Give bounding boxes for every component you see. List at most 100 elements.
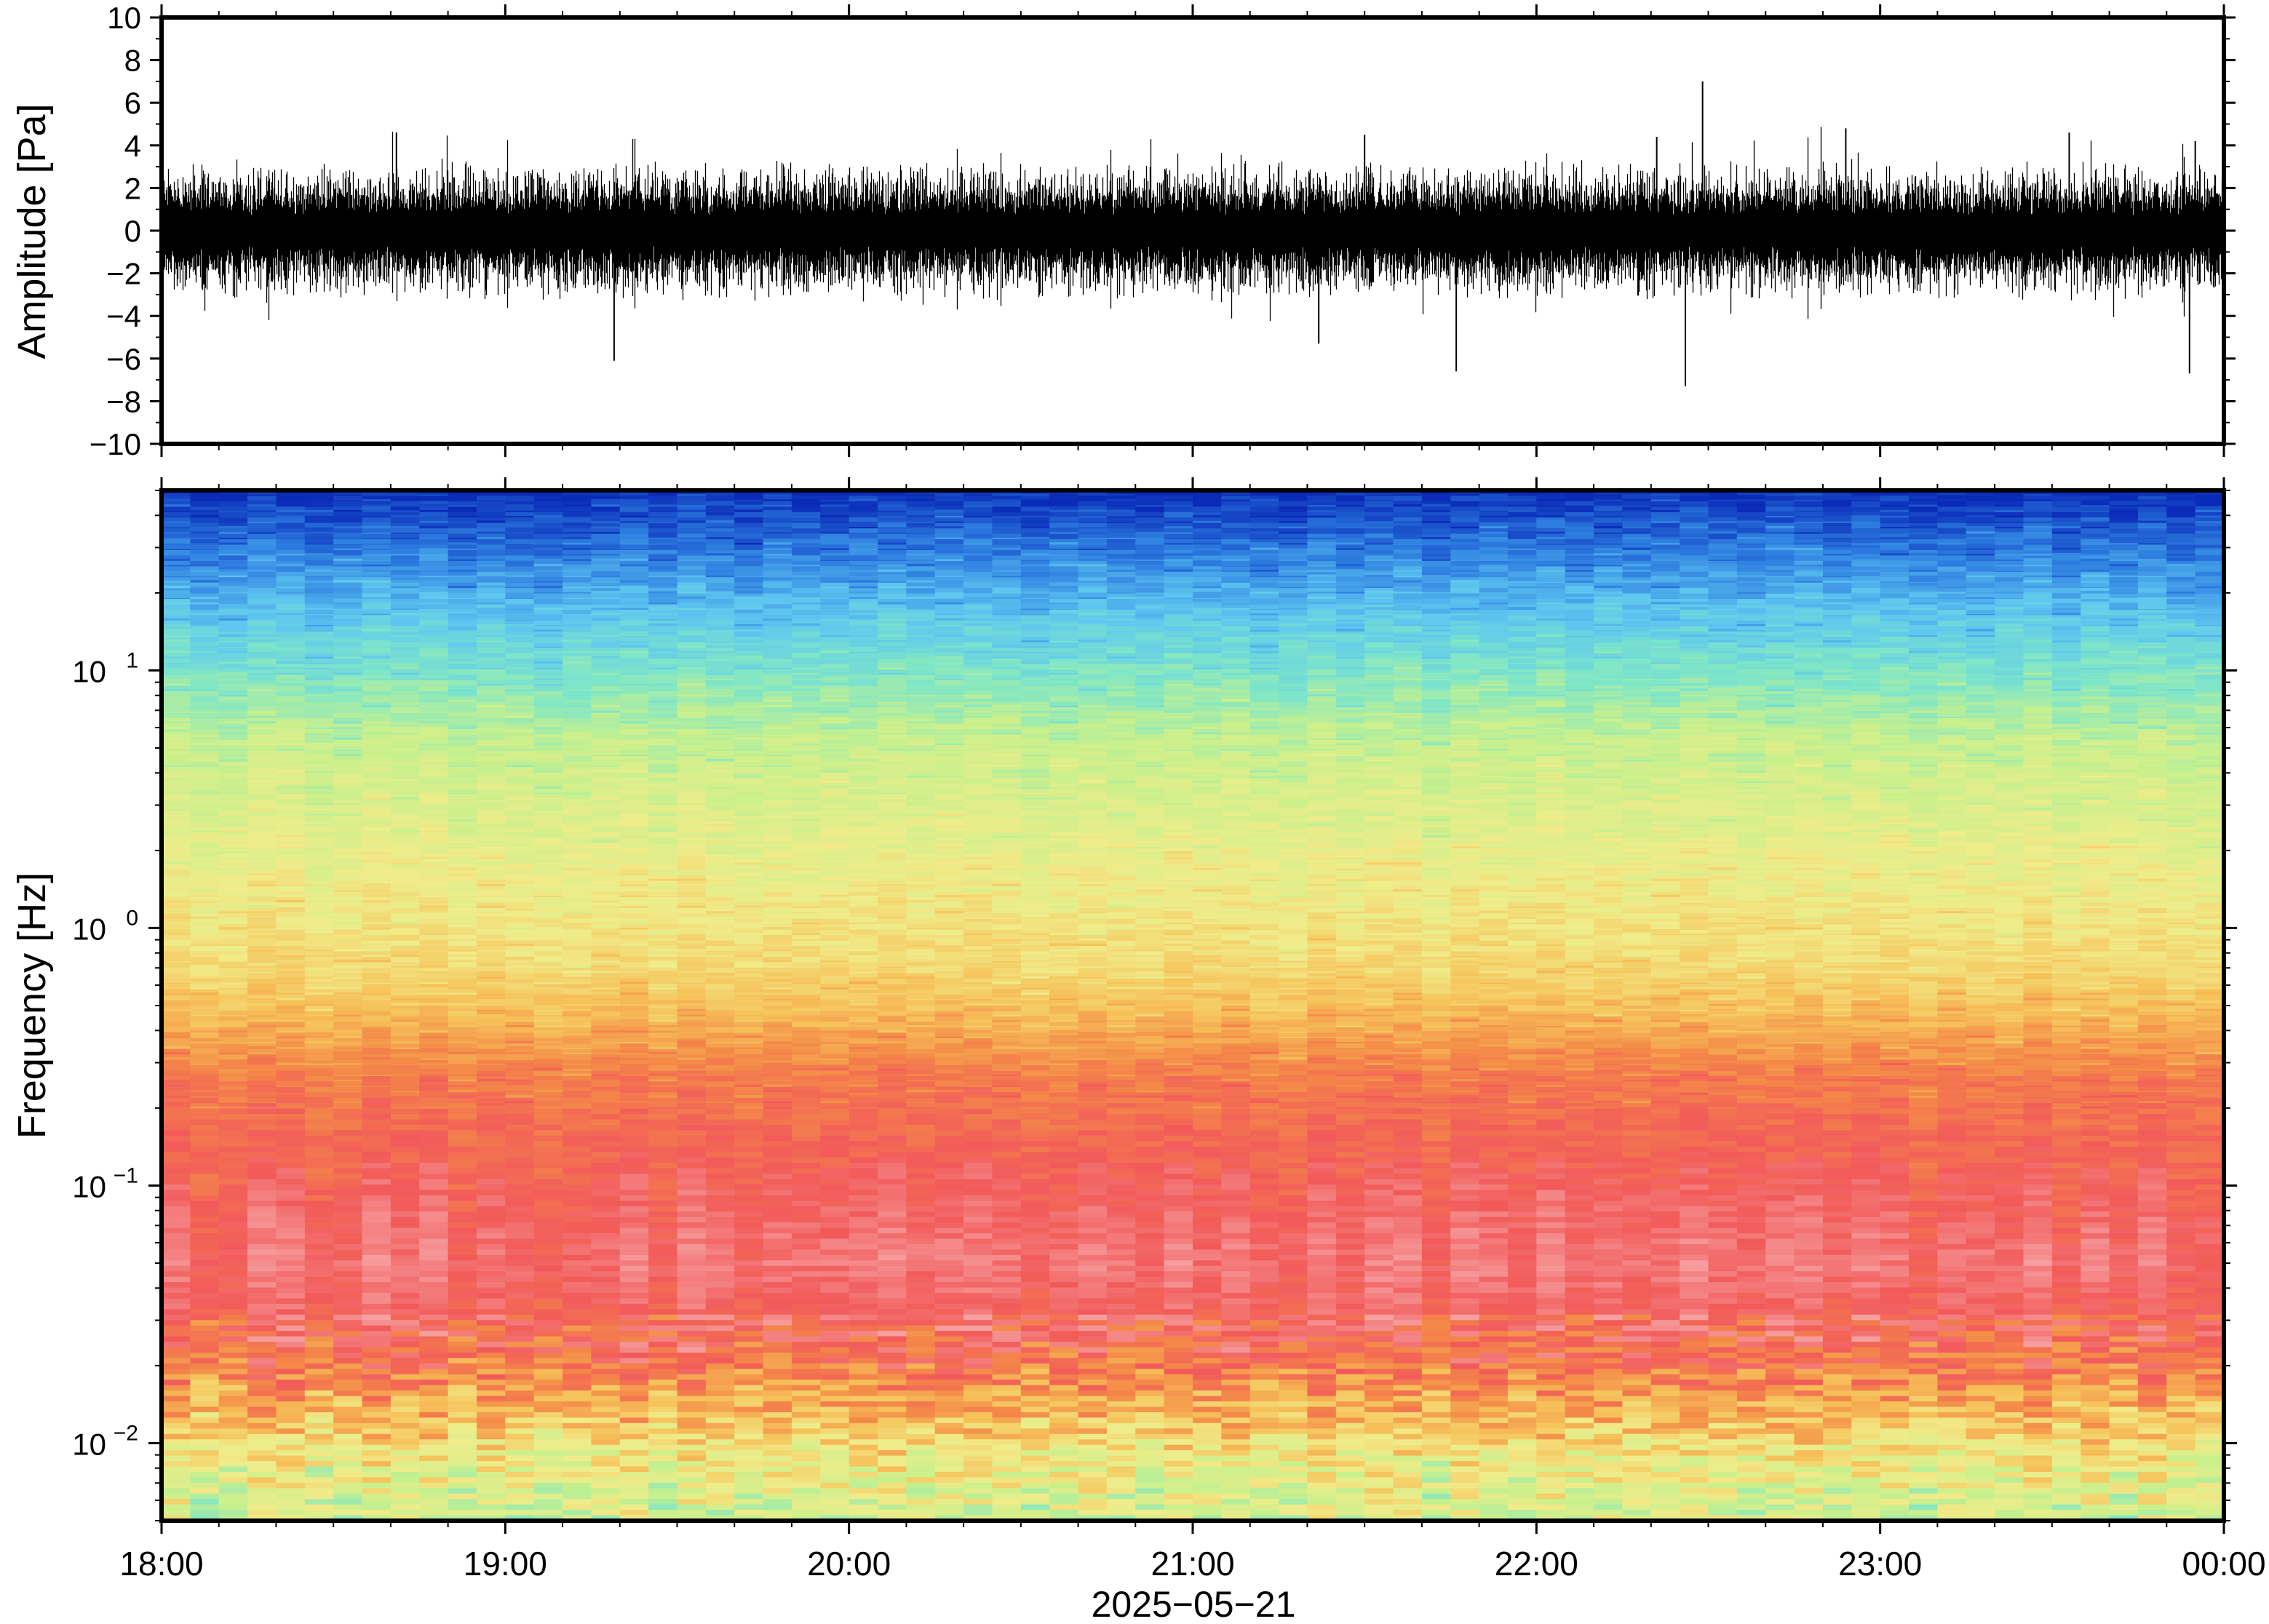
spectrogram-cell [305, 941, 334, 946]
spectrogram-cell [362, 572, 392, 576]
spectrogram-cell [305, 1472, 334, 1478]
spectrogram-cell [448, 550, 477, 556]
spectrogram-cell [391, 853, 420, 859]
spectrogram-cell [591, 572, 620, 576]
spectrogram-cell [219, 707, 248, 712]
spectrogram-cell [247, 1494, 277, 1500]
spectrogram-cell [190, 1120, 219, 1126]
spectrogram-cell [305, 913, 334, 918]
spectrogram-cell [247, 930, 277, 934]
spectrogram-cell [448, 1423, 477, 1429]
spectrogram-cell [190, 1065, 219, 1070]
spectrogram-cell [563, 566, 592, 570]
spectrogram-cell [534, 653, 563, 657]
spectrogram-cell [505, 702, 534, 707]
spectrogram-cell [247, 1472, 277, 1478]
spectrogram-cell [563, 1163, 592, 1169]
spectrogram-cell [563, 957, 592, 963]
spectrogram-cell [419, 1417, 448, 1423]
spectrogram-cell [591, 740, 620, 746]
spectrogram-cell [333, 1298, 362, 1304]
spectrogram-cell [305, 1423, 334, 1429]
spectrogram-cell [477, 669, 506, 674]
spectrogram-cell [276, 517, 305, 522]
spectrogram-cell [591, 1147, 620, 1153]
spectrogram-cell [247, 745, 277, 751]
spectrogram-cell [219, 990, 248, 995]
spectrogram-cell [448, 718, 477, 724]
spectrogram-cell [162, 789, 191, 794]
spectrogram-cell [477, 1201, 506, 1206]
spectrogram-cell [333, 1147, 362, 1153]
spectrogram-cell [219, 919, 248, 925]
spectrogram-cell [505, 783, 534, 787]
spectrogram-cell [276, 751, 305, 756]
spectrogram-cell [391, 1439, 420, 1445]
spectrogram-cell [190, 908, 219, 912]
spectrogram-cell [505, 1169, 534, 1174]
spectrogram-cell [591, 1222, 620, 1228]
spectrogram-cell [219, 1423, 248, 1429]
spectrogram-cell [333, 1293, 362, 1299]
spectrogram-cell [419, 1158, 448, 1163]
spectrogram-cell [190, 1466, 219, 1472]
spectrogram-cell [276, 1320, 305, 1326]
spectrogram-cell [591, 805, 620, 810]
spectrogram-cell [419, 1271, 448, 1277]
spectrogram-cell [305, 930, 334, 934]
spectrogram-cell [333, 1483, 362, 1489]
spectrogram-cell [534, 1309, 563, 1315]
spectrogram-cell [276, 1070, 305, 1076]
spectrogram-cell [247, 517, 277, 522]
spectrogram-cell [591, 1260, 620, 1266]
spectrogram-cell [247, 1401, 277, 1407]
spectrogram-cell [563, 1125, 592, 1131]
spectrogram-cell [477, 1016, 506, 1021]
spectrogram-cell [162, 837, 191, 843]
spectrogram-cell [534, 816, 563, 821]
spectrogram-cell [162, 913, 191, 918]
spectrogram-cell [477, 729, 506, 733]
spectrogram-cell [162, 1244, 191, 1250]
spectrogram-cell [448, 1244, 477, 1250]
spectrogram-cell [162, 946, 191, 951]
spectrogram-cell [362, 973, 392, 978]
spectrogram-cell [362, 1304, 392, 1310]
spectrogram-cell [391, 1385, 420, 1391]
spectrogram-cell [362, 605, 392, 610]
spectrogram-cell [162, 691, 191, 697]
spectrogram-cell [419, 1423, 448, 1429]
spectrogram-cell [419, 1428, 448, 1434]
spectrogram-cell [477, 1217, 506, 1223]
spectrogram-cell [190, 1141, 219, 1147]
spectrogram-column [219, 490, 248, 1521]
spectrogram-cell [247, 957, 277, 963]
spectrogram-cell [419, 751, 448, 755]
spectrogram-cell [362, 555, 392, 560]
spectrogram-cell [505, 1130, 534, 1136]
spectrogram-cell [333, 718, 362, 723]
spectrogram-cell [563, 1206, 592, 1212]
spectrogram-cell [247, 1201, 277, 1206]
spectrogram-cell [247, 1092, 277, 1097]
spectrogram-cell [247, 853, 277, 859]
spectrogram-cell [162, 1174, 191, 1179]
spectrogram-cell [591, 1271, 620, 1277]
spectrogram-cell [534, 957, 563, 962]
spectrogram-cell [276, 1364, 305, 1369]
spectrogram-cell [362, 1163, 392, 1169]
spectrogram-cell [505, 1027, 534, 1032]
spectrogram-cell [276, 1109, 305, 1115]
spectrogram-cell [534, 1461, 563, 1467]
spectrogram-cell [247, 973, 277, 978]
spectrogram-cell [563, 762, 592, 767]
spectrogram-cell [477, 685, 506, 690]
spectrogram-cell [276, 794, 305, 799]
spectrogram-cell [190, 1087, 219, 1091]
spectrogram-cell [448, 919, 477, 924]
spectrogram-cell [305, 1190, 334, 1195]
spectrogram-cell [362, 1103, 392, 1108]
spectrogram-cell [591, 913, 620, 918]
spectrogram-cell [219, 1298, 248, 1304]
spectrogram-cell [591, 751, 620, 756]
